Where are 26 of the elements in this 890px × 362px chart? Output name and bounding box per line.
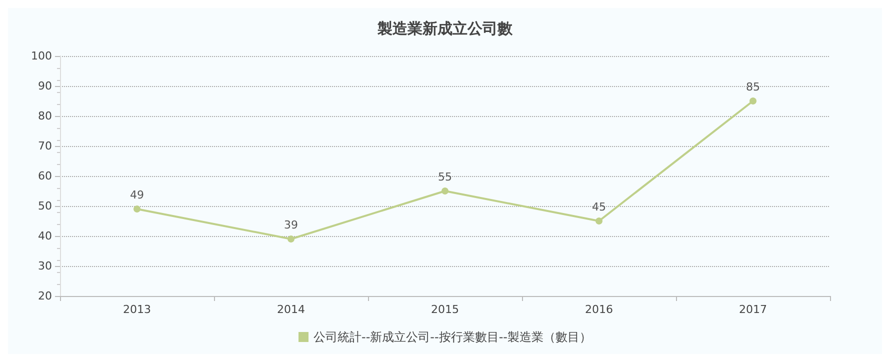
y-tick-label: 80 <box>38 110 52 122</box>
y-tick-label: 70 <box>38 140 52 152</box>
data-label: 45 <box>592 200 606 214</box>
point <box>442 188 448 194</box>
y-tick-label: 100 <box>31 50 52 62</box>
y-tick-label: 20 <box>38 290 52 302</box>
data-label: 39 <box>284 218 298 232</box>
y-tick-label: 60 <box>38 170 52 182</box>
y-tick-label: 50 <box>38 200 52 212</box>
data-label: 55 <box>438 170 452 184</box>
point <box>288 236 294 242</box>
x-tick-label: 2017 <box>739 303 767 316</box>
point <box>750 98 756 104</box>
y-tick-label: 40 <box>38 230 52 242</box>
y-tick-label: 30 <box>38 260 52 272</box>
chart-title: 製造業新成立公司數 <box>376 20 514 38</box>
x-tick-label: 2015 <box>431 303 459 316</box>
x-tick-label: 2013 <box>123 303 151 316</box>
x-tick-label: 2016 <box>585 303 613 316</box>
point <box>596 218 602 224</box>
y-tick-label: 90 <box>38 80 52 92</box>
point <box>134 206 140 212</box>
x-tick-label: 2014 <box>277 303 305 316</box>
data-label: 85 <box>746 80 760 94</box>
legend-label: 公司統計--新成立公司--按行業數目--製造業（數目） <box>314 330 592 344</box>
data-label: 49 <box>130 188 144 202</box>
